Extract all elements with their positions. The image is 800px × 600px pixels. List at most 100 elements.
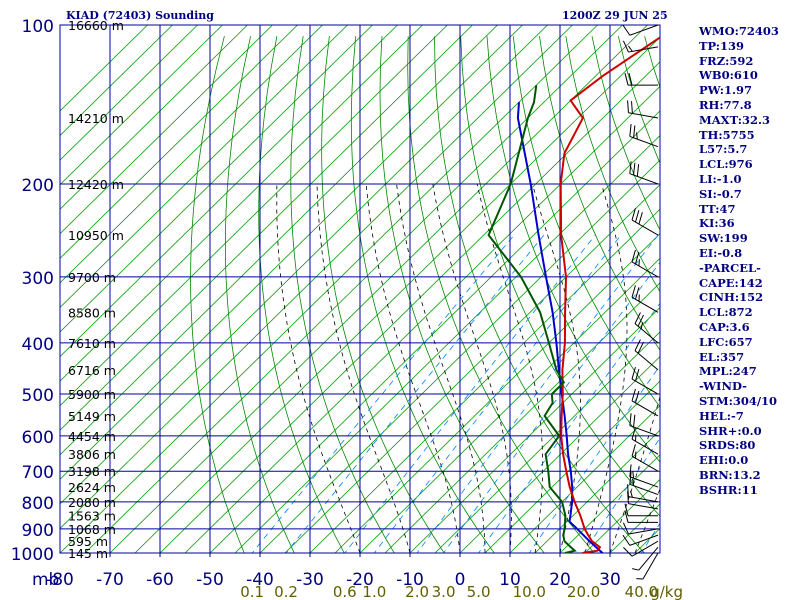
barb-staff [631, 378, 659, 395]
height-label: 6716 m [68, 363, 116, 378]
height-label: 12420 m [68, 177, 124, 192]
isotherm [60, 25, 248, 210]
isotherm [60, 25, 323, 284]
barb-flag [627, 100, 629, 113]
barb-flag [633, 414, 636, 428]
barb-staff [629, 534, 659, 546]
height-label: 14210 m [68, 111, 124, 126]
barb-flag [629, 124, 632, 137]
barb-flag [627, 45, 633, 52]
index-value: L57:5.7 [699, 142, 748, 157]
barb-staff [629, 425, 659, 437]
dewpoint-trace [487, 85, 577, 553]
wind-barb [631, 367, 659, 395]
pressure-tick-label: 500 [22, 386, 54, 406]
index-value: SW:199 [699, 231, 748, 246]
height-label: 145 m [68, 546, 108, 561]
pressure-tick-label: 1000 [11, 545, 54, 565]
index-value: CAP:3.6 [699, 320, 750, 334]
barb-staff [631, 261, 659, 278]
isotherm [60, 25, 223, 186]
wind-barb [622, 522, 659, 535]
barb-flag [636, 132, 638, 140]
mixing-ratio-line [478, 302, 660, 553]
dry-adiabat [776, 36, 800, 564]
barb-staff [631, 400, 659, 417]
isotherm [60, 25, 348, 308]
isotherm [60, 25, 498, 456]
dry-adiabat [434, 36, 645, 553]
dry-adiabat [350, 36, 495, 553]
height-label: 5149 m [68, 409, 116, 424]
isotherm [60, 25, 548, 505]
barb-flag [622, 24, 631, 36]
index-value: -WIND- [699, 379, 747, 394]
isotherm [434, 331, 660, 553]
index-value: WMO:72403 [699, 24, 779, 38]
height-label: 2080 m [68, 495, 116, 510]
barb-flag [631, 444, 636, 457]
isotherm [409, 306, 660, 553]
isotherm [60, 25, 448, 407]
height-label: 5900 m [68, 387, 116, 402]
barb-flag [636, 164, 640, 177]
wind-barbs [622, 24, 659, 580]
index-value: TT:47 [699, 201, 736, 216]
pressure-unit-label: mb [32, 570, 59, 590]
barb-flag [629, 413, 632, 426]
wind-barb [631, 249, 659, 278]
index-value: EHI:0.0 [699, 453, 749, 468]
isotherm [134, 36, 660, 553]
index-value: TP:139 [699, 38, 745, 53]
mixing-ratio-label: 10.0 [513, 583, 546, 600]
height-label: 3806 m [68, 447, 116, 462]
barb-flag [622, 522, 629, 535]
barb-flag [624, 503, 629, 516]
index-value: STM:304/10 [699, 394, 778, 408]
barb-flag [631, 208, 636, 221]
sounding-traces [487, 36, 660, 553]
barb-flag [638, 212, 643, 225]
isotherm [234, 134, 660, 553]
index-value: EL:357 [699, 349, 745, 364]
barb-staff [634, 323, 659, 344]
mixing-ratio-line [416, 234, 659, 553]
index-value: RH:77.8 [699, 98, 752, 112]
barb-flag [637, 314, 644, 327]
barb-flag [624, 510, 629, 523]
index-value: KI:36 [699, 216, 735, 231]
valid-time: 1200Z 29 JUN 25 [562, 9, 668, 22]
wind-barb [629, 161, 659, 185]
wind-barb [629, 413, 659, 437]
wind-barb [622, 40, 659, 53]
axis-labels: -80 -70 -60 -50 -40 -30 -20 -10 0 10 20 30 mb 100 200 3… [11, 17, 683, 600]
index-value: LFC:657 [699, 334, 753, 349]
mixing-ratio-line [583, 437, 660, 553]
barb-flag [622, 534, 631, 546]
barb-flag [631, 249, 636, 263]
barb-flag [631, 285, 636, 298]
pressure-tick-label: 100 [22, 17, 54, 37]
barb-flag [622, 40, 629, 53]
height-label: 3198 m [68, 464, 116, 479]
index-value: SI:-0.7 [699, 186, 742, 201]
barb-staff [642, 552, 659, 580]
isotherm [159, 61, 660, 553]
wind-barb [622, 24, 659, 36]
barb-flag [629, 471, 632, 485]
mixing-ratio-unit: g/kg [650, 583, 683, 600]
barb-flag [631, 367, 636, 380]
barb-flag [633, 162, 636, 176]
isotherm [184, 85, 660, 553]
isotherm [60, 25, 523, 480]
height-label: 2624 m [68, 480, 116, 495]
index-value: SHR+:0.0 [699, 423, 762, 438]
parcel-trace [516, 102, 604, 553]
wind-barb [629, 124, 659, 148]
wind-barb [631, 444, 659, 472]
isotherm [259, 159, 660, 553]
barb-staff [631, 438, 659, 455]
index-value: MAXT:32.3 [699, 112, 770, 127]
index-value: -PARCEL- [699, 260, 761, 275]
barb-flag [640, 322, 644, 329]
